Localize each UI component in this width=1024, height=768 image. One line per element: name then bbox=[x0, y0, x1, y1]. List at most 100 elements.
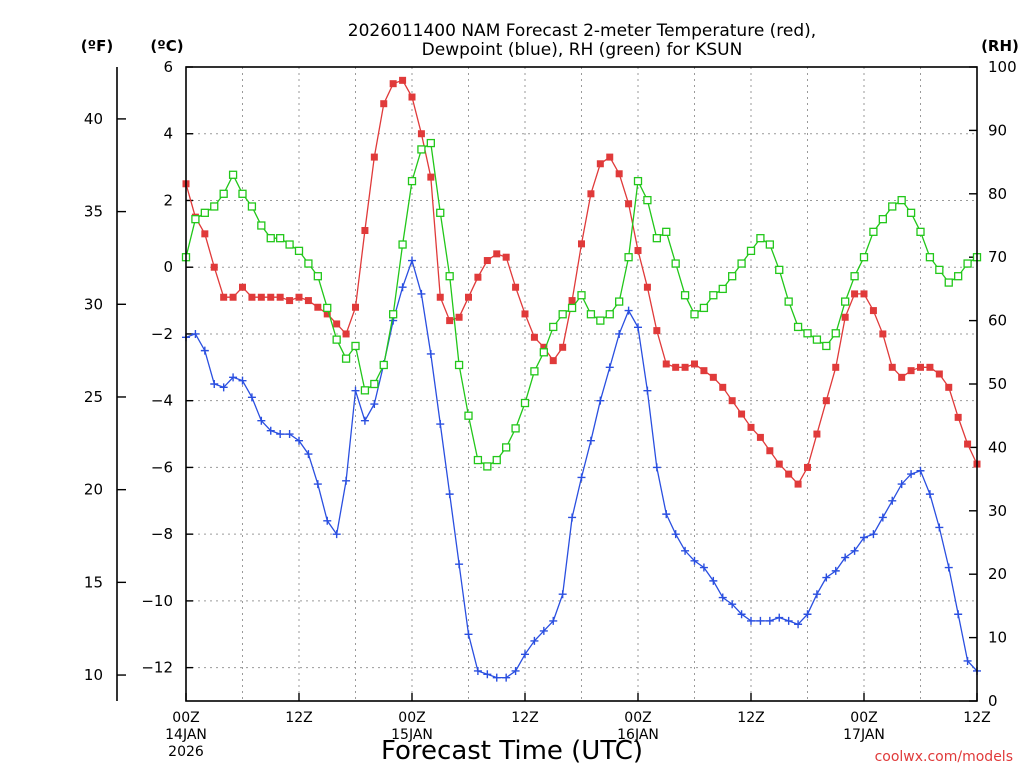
dewpoint-point bbox=[229, 373, 238, 382]
dewpoint-point bbox=[671, 530, 680, 539]
dewpoint-point bbox=[699, 563, 708, 572]
rh-point bbox=[812, 335, 822, 344]
rh-tick-label: 30 bbox=[988, 502, 1007, 520]
dewpoint-point bbox=[191, 329, 200, 338]
rh-point bbox=[257, 221, 266, 230]
rh-point bbox=[228, 170, 238, 179]
rh-point bbox=[841, 297, 850, 306]
rh-point bbox=[247, 202, 257, 211]
temperature-point bbox=[370, 153, 378, 161]
dewpoint-point bbox=[558, 590, 567, 599]
rh-tick-label: 0 bbox=[988, 692, 998, 710]
dewpoint-point bbox=[709, 576, 718, 585]
rh-point bbox=[219, 189, 228, 198]
plot-frame bbox=[185, 66, 978, 702]
temperature-point bbox=[568, 297, 576, 305]
rh-point bbox=[492, 455, 501, 465]
x-tick-label: 12Z bbox=[737, 710, 764, 726]
rh-tick-label: 20 bbox=[988, 565, 1007, 583]
rh-point bbox=[756, 234, 765, 243]
dewpoint-point bbox=[822, 573, 831, 582]
rh-point bbox=[332, 335, 341, 344]
rh-point bbox=[699, 303, 709, 313]
fahrenheit-tick-label: 35 bbox=[84, 203, 103, 221]
temperature-point bbox=[220, 293, 228, 301]
temperature-point bbox=[719, 383, 727, 391]
temperature-point bbox=[596, 160, 604, 168]
dewpoint-point bbox=[511, 666, 520, 675]
rh-point bbox=[417, 145, 426, 154]
rh-point bbox=[662, 227, 671, 236]
rh-point bbox=[643, 195, 652, 205]
rh-point bbox=[888, 202, 897, 211]
dewpoint-point bbox=[775, 613, 784, 622]
rh-series bbox=[181, 138, 982, 471]
temperature-point bbox=[860, 290, 868, 298]
rh-tick-label: 60 bbox=[988, 312, 1007, 330]
rh-tick-label: 40 bbox=[988, 438, 1007, 456]
chart-title: 2026011400 NAM Forecast 2-meter Temperat… bbox=[348, 21, 816, 41]
temperature-point bbox=[229, 293, 237, 301]
dewpoint-point bbox=[624, 306, 633, 315]
temperature-point bbox=[672, 363, 680, 371]
x-tick-label: 14JAN bbox=[165, 727, 207, 743]
rh-point bbox=[266, 234, 275, 243]
dewpoint-point bbox=[276, 430, 285, 439]
temperature-point bbox=[709, 373, 717, 381]
rh-point bbox=[238, 189, 247, 198]
temperature-point bbox=[804, 463, 811, 471]
dewpoint-point bbox=[907, 470, 916, 479]
temperature-point bbox=[738, 410, 746, 418]
rh-point bbox=[586, 310, 596, 319]
temperature-point bbox=[917, 363, 924, 371]
dewpoint-point bbox=[426, 349, 435, 358]
temperature-point bbox=[210, 263, 218, 271]
temperature-point bbox=[785, 470, 793, 478]
dewpoint-point bbox=[539, 626, 548, 635]
rh-point bbox=[935, 265, 944, 275]
rh-point bbox=[709, 291, 718, 300]
rh-point bbox=[944, 278, 953, 287]
celsius-tick-label: −4 bbox=[151, 392, 173, 410]
dewpoint-point bbox=[323, 516, 332, 525]
temperature-point bbox=[653, 327, 661, 335]
dewpoint-point bbox=[718, 593, 727, 602]
temperature-point bbox=[879, 330, 887, 338]
dewpoint-point bbox=[219, 383, 228, 392]
dewpoint-point bbox=[803, 610, 812, 619]
dewpoint-point bbox=[737, 610, 746, 619]
dewpoint-point bbox=[690, 556, 699, 565]
rh-point bbox=[605, 310, 614, 319]
dewpoint-point bbox=[549, 616, 558, 625]
temperature-point bbox=[257, 293, 265, 301]
celsius-tick-label: 2 bbox=[163, 191, 173, 209]
temperature-point bbox=[935, 370, 943, 378]
celsius-tick-label: −12 bbox=[141, 659, 173, 677]
temperature-point bbox=[276, 293, 284, 301]
dewpoint-point bbox=[681, 546, 690, 555]
rh-point bbox=[502, 443, 511, 452]
dewpoint-point bbox=[568, 513, 577, 522]
rh-point bbox=[803, 329, 812, 338]
dewpoint-point bbox=[888, 496, 897, 505]
x-tick-label: 12Z bbox=[285, 710, 312, 726]
rh-point bbox=[906, 208, 916, 217]
dewpoint-point bbox=[351, 386, 360, 395]
dewpoint-point bbox=[445, 490, 454, 499]
dewpoint-point bbox=[869, 530, 878, 539]
dewpoint-point bbox=[765, 616, 774, 625]
rh-point bbox=[210, 202, 219, 211]
dewpoint-point bbox=[944, 563, 953, 572]
dewpoint-point bbox=[285, 430, 294, 439]
celsius-tick-label: 6 bbox=[163, 58, 173, 76]
rh-point bbox=[831, 329, 840, 338]
credit-label: coolwx.com/models bbox=[875, 749, 1013, 765]
dewpoint-point bbox=[831, 566, 840, 575]
dewpoint-point bbox=[408, 256, 416, 265]
dewpoint-point bbox=[530, 636, 539, 645]
temperature-point bbox=[474, 273, 482, 281]
dewpoint-point bbox=[897, 480, 906, 489]
temperature-point bbox=[775, 460, 783, 468]
